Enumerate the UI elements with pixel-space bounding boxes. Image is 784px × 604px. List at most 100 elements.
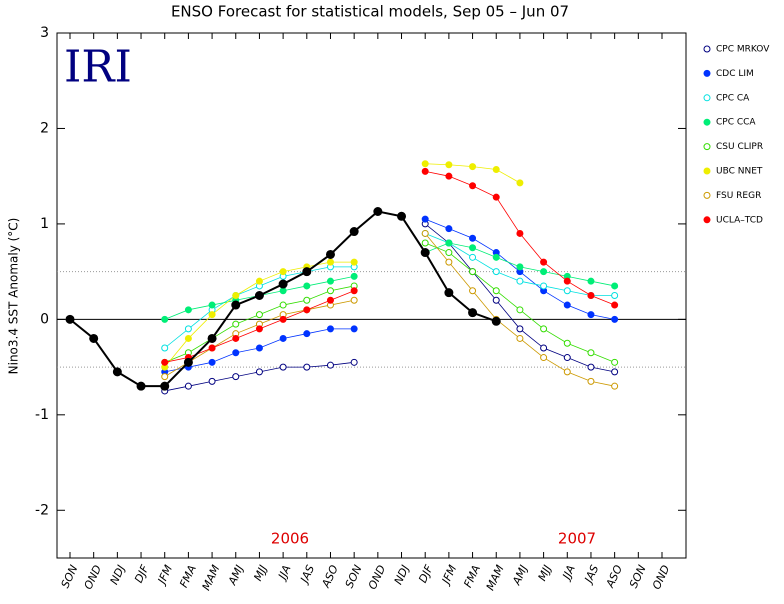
- forecast-point: [279, 315, 287, 323]
- forecast-point: [445, 239, 453, 247]
- forecast-point: [184, 325, 192, 333]
- legend-marker: [703, 94, 711, 102]
- forecast-point: [445, 172, 453, 180]
- forecast-point: [350, 272, 358, 280]
- forecast-point: [326, 361, 334, 369]
- observed-point: [112, 367, 122, 377]
- legend-marker: [703, 216, 711, 224]
- forecast-point: [469, 163, 477, 171]
- forecast-point: [303, 306, 311, 314]
- forecast-point: [303, 363, 311, 371]
- forecast-point: [232, 373, 240, 381]
- forecast-point: [540, 344, 548, 352]
- forecast-point: [563, 339, 571, 347]
- x-tick-label: FMA: [177, 563, 199, 590]
- forecast-point: [232, 320, 240, 328]
- forecast-point: [611, 368, 619, 376]
- forecast-point: [279, 363, 287, 371]
- forecast-point: [587, 349, 595, 357]
- forecast-point: [469, 244, 477, 252]
- legend-label: FSU REGR: [716, 191, 761, 201]
- forecast-point: [350, 258, 358, 266]
- y-tick-label: 3: [40, 25, 49, 41]
- forecast-point: [445, 225, 453, 233]
- forecast-point: [445, 161, 453, 169]
- forecast-point: [161, 344, 169, 352]
- forecast-point: [516, 229, 524, 237]
- logo: IRI: [64, 42, 132, 93]
- forecast-point: [232, 292, 240, 299]
- forecast-point: [279, 334, 287, 342]
- forecast-point: [208, 301, 216, 309]
- x-tick-label: JJA: [275, 563, 294, 583]
- observed-point: [231, 300, 241, 310]
- y-tick-label: 1: [40, 216, 49, 232]
- forecast-point: [516, 325, 524, 333]
- x-tick-label: JFM: [154, 563, 175, 588]
- forecast-point: [587, 277, 595, 285]
- x-tick-label: SON: [627, 563, 649, 590]
- forecast-point: [232, 334, 240, 342]
- forecast-point: [303, 282, 311, 290]
- forecast-point: [516, 277, 524, 285]
- forecast-point: [611, 292, 619, 299]
- observed-point: [65, 314, 75, 324]
- legend-marker: [703, 45, 711, 53]
- forecast-point: [421, 215, 429, 223]
- forecast-point: [279, 287, 287, 295]
- forecast-point: [208, 311, 216, 319]
- observed-line: [69, 210, 497, 388]
- forecast-line: [425, 242, 615, 363]
- x-tick-label: DJF: [416, 562, 436, 584]
- forecast-point: [445, 249, 453, 257]
- forecast-point: [587, 311, 595, 319]
- observed-point: [444, 288, 454, 298]
- forecast-point: [161, 315, 169, 323]
- x-tick-label: MJJ: [251, 563, 270, 583]
- observed-point: [302, 267, 312, 277]
- observed-point: [397, 211, 407, 221]
- forecast-point: [540, 354, 548, 362]
- forecast-point: [350, 296, 358, 304]
- forecast-point: [279, 268, 287, 276]
- forecast-point: [492, 166, 500, 173]
- forecast-point: [279, 301, 287, 309]
- forecast-point: [540, 282, 548, 290]
- observed-point: [254, 291, 264, 300]
- forecast-point: [540, 268, 548, 276]
- y-axis-label: Nino3.4 SST Anomaly (°C): [7, 218, 21, 375]
- legend-label: CSU CLIPR: [716, 142, 763, 152]
- forecast-point: [326, 277, 334, 285]
- forecast-point: [469, 234, 477, 242]
- forecast-point: [611, 315, 619, 323]
- forecast-point: [326, 287, 334, 295]
- x-tick-label: MJJ: [536, 563, 555, 583]
- x-tick-label: FMA: [461, 563, 483, 590]
- forecast-point: [469, 268, 477, 276]
- forecast-point: [326, 296, 334, 304]
- legend-marker: [703, 167, 711, 175]
- forecast-point: [516, 263, 524, 271]
- legend-marker: [703, 69, 711, 77]
- forecast-point: [303, 330, 311, 338]
- legend-label: CPC CCA: [716, 118, 756, 128]
- legend-marker: [703, 118, 711, 126]
- observed-point: [468, 308, 478, 318]
- x-tick-label: MAM: [484, 563, 507, 593]
- forecast-point: [516, 306, 524, 314]
- x-tick-label: AMJ: [510, 563, 531, 588]
- observed-point: [89, 333, 99, 343]
- y-tick-label: 0: [40, 311, 49, 327]
- legend-label: UCLA–TCD: [716, 215, 763, 225]
- forecast-point: [492, 268, 500, 276]
- forecast-point: [611, 282, 619, 290]
- observed-point: [278, 279, 288, 289]
- forecast-point: [303, 296, 311, 304]
- x-tick-label: ASO: [319, 563, 341, 591]
- forecast-point: [587, 363, 595, 371]
- forecast-point: [208, 344, 216, 352]
- annotation: 2006: [271, 530, 309, 548]
- y-tick-label: 2: [40, 120, 49, 136]
